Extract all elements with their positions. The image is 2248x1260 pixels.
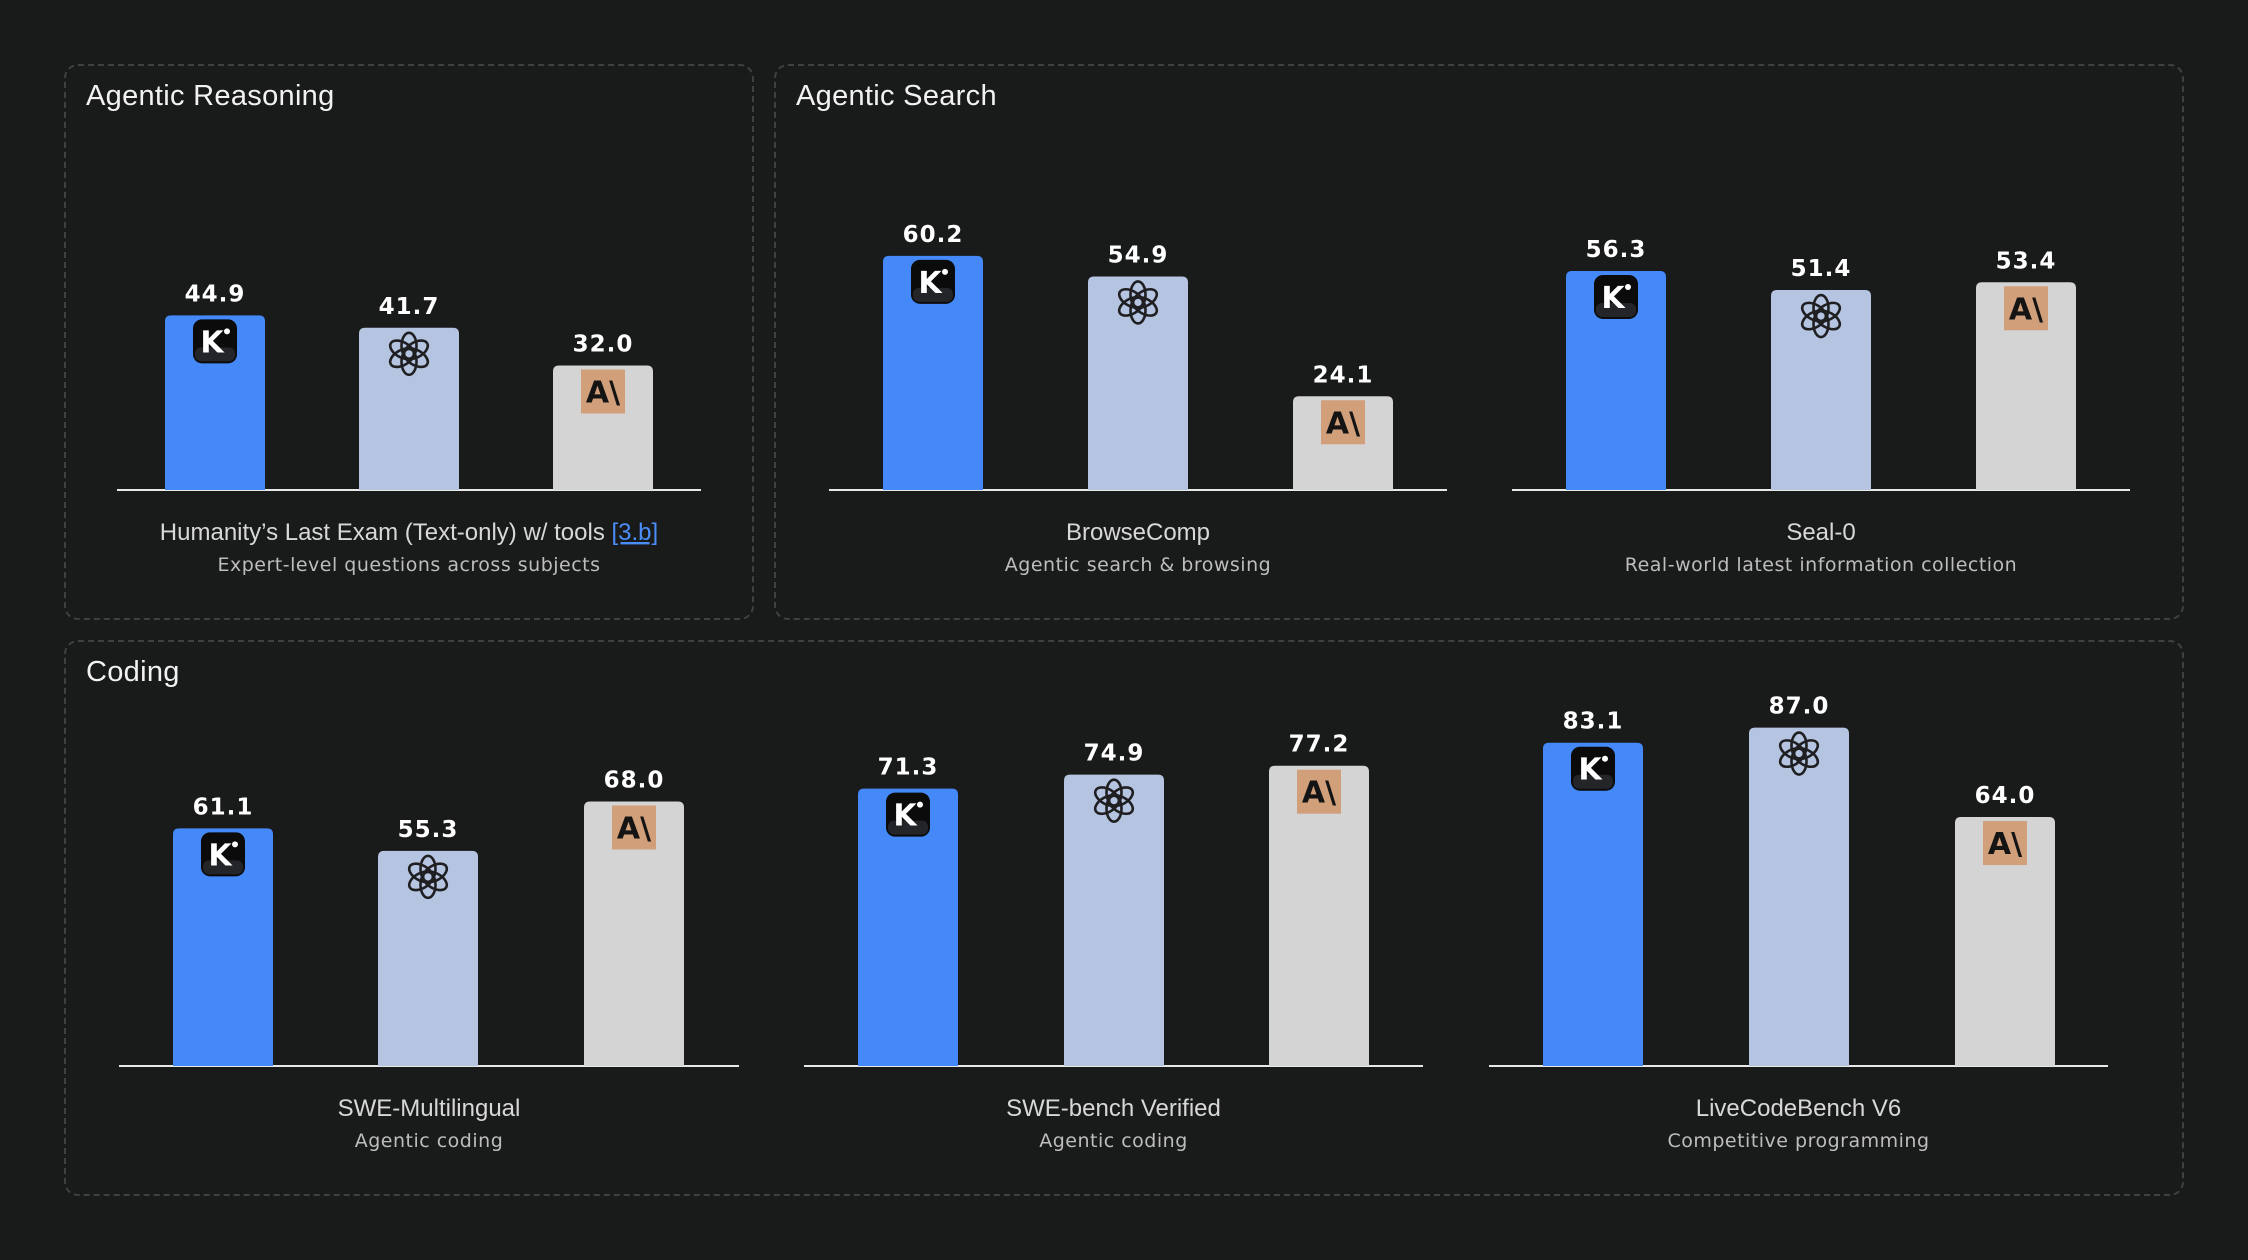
anthropic-logo-icon: A\	[2004, 286, 2048, 331]
bar-kimi	[173, 828, 273, 1066]
svg-text:K: K	[918, 266, 943, 301]
benchmark-chart: 44.9 K 41.7 32.0 A\ Humanity’s Last Exam (Tex…	[117, 281, 701, 576]
benchmark-chart: 60.2 K 54.9 24.1 A\ BrowseComp Agentic search …	[829, 222, 1447, 576]
svg-text:A\: A\	[1302, 776, 1336, 811]
openai-logo-icon	[1117, 280, 1159, 325]
anthropic-logo-icon: A\	[1983, 821, 2027, 866]
bar-kimi	[165, 315, 265, 490]
data-label: 60.2	[903, 222, 964, 248]
bar-anthropic	[584, 801, 684, 1066]
kimi-logo-icon: K	[886, 792, 930, 837]
kimi-logo-icon: K	[193, 319, 237, 364]
panel-title: Coding	[86, 656, 180, 688]
panel-agentic-reasoning: Agentic Reasoning	[64, 64, 754, 620]
bar-openai	[1771, 290, 1871, 490]
svg-text:K: K	[1601, 281, 1626, 316]
benchmark-title: LiveCodeBench V6	[1696, 1095, 1901, 1122]
benchmark-title: Humanity’s Last Exam (Text-only) w/ tool…	[160, 519, 658, 546]
benchmark-subtitle: Agentic coding	[1039, 1130, 1188, 1152]
anthropic-logo-icon: A\	[1321, 400, 1365, 445]
data-label: 64.0	[1975, 783, 2036, 809]
data-label: 56.3	[1586, 237, 1647, 263]
benchmark-chart: 71.3 K 74.9 77.2 A\ SWE-bench Verified Agentic…	[804, 732, 1423, 1152]
panel-agentic-search: Agentic Search	[774, 64, 2184, 620]
benchmark-subtitle: Agentic coding	[355, 1130, 504, 1152]
data-label: 71.3	[878, 755, 939, 781]
data-label: 68.0	[604, 767, 665, 793]
benchmark-subtitle: Real-world latest information collection	[1625, 554, 2017, 576]
anthropic-logo-icon: A\	[1297, 769, 1341, 814]
benchmark-title: BrowseComp	[1066, 519, 1210, 546]
svg-text:K: K	[200, 325, 225, 360]
data-label: 77.2	[1289, 732, 1350, 758]
kimi-logo-icon: K	[1571, 746, 1615, 791]
benchmark-chart: 56.3 K 51.4 53.4 A\ Seal-0 Real-world latest i…	[1512, 237, 2130, 576]
openai-logo-icon	[388, 331, 430, 377]
anthropic-logo-icon: A\	[581, 369, 625, 414]
benchmark-chart: 83.1 K 87.0 64.0 A\ LiveCodeBench V6 Competiti…	[1489, 694, 2108, 1152]
svg-text:A\: A\	[1326, 406, 1360, 441]
data-label: 51.4	[1791, 256, 1852, 282]
panel-title: Agentic Reasoning	[86, 80, 335, 112]
kimi-logo-icon: K	[201, 832, 245, 877]
data-label: 54.9	[1108, 242, 1169, 268]
kimi-logo-icon: K	[911, 259, 955, 304]
bar-anthropic	[1976, 282, 2076, 490]
bar-kimi	[1543, 742, 1643, 1066]
anthropic-logo-icon: A\	[612, 805, 656, 850]
svg-text:A\: A\	[586, 376, 620, 411]
bar-openai	[359, 327, 459, 490]
benchmark-chart: 61.1 K 55.3 68.0 A\ SWE-Multilingual Agentic c…	[119, 767, 739, 1152]
svg-text:K: K	[1578, 753, 1603, 788]
benchmark-subtitle: Competitive programming	[1667, 1130, 1929, 1152]
data-label: 55.3	[398, 817, 459, 843]
kimi-logo-icon: K	[1594, 274, 1638, 319]
benchmark-title: SWE-bench Verified	[1006, 1095, 1221, 1122]
benchmark-title: SWE-Multilingual	[338, 1095, 521, 1122]
benchmark-title: Seal-0	[1786, 519, 1855, 546]
openai-logo-icon	[1778, 731, 1820, 776]
bar-kimi	[1566, 270, 1666, 490]
bar-anthropic	[553, 365, 653, 490]
svg-text:A\: A\	[1988, 827, 2022, 862]
svg-text:A\: A\	[2009, 292, 2043, 327]
svg-text:K: K	[893, 799, 918, 834]
svg-text:K: K	[208, 838, 233, 873]
openai-logo-icon	[407, 854, 449, 900]
data-label: 24.1	[1313, 362, 1374, 388]
bar-openai	[1088, 276, 1188, 490]
data-label: 83.1	[1563, 709, 1624, 735]
panel-coding: Coding	[64, 640, 2184, 1196]
data-label: 41.7	[379, 294, 440, 320]
bar-openai	[1064, 774, 1164, 1066]
openai-logo-icon	[1800, 293, 1842, 339]
benchmark-subtitle: Expert-level questions across subjects	[217, 554, 600, 576]
svg-text:A\: A\	[617, 811, 651, 846]
data-label: 32.0	[573, 332, 634, 358]
bar-anthropic	[1269, 765, 1369, 1066]
reference-link[interactable]: [3.b]	[612, 519, 659, 546]
data-label: 44.9	[185, 281, 246, 307]
bar-kimi	[883, 255, 983, 490]
openai-logo-icon	[1093, 778, 1135, 823]
data-label: 87.0	[1769, 694, 1830, 720]
panel-title: Agentic Search	[796, 80, 997, 112]
data-label: 74.9	[1084, 741, 1145, 767]
bar-openai	[1749, 727, 1849, 1066]
data-label: 61.1	[193, 794, 254, 820]
bar-kimi	[858, 788, 958, 1066]
data-label: 53.4	[1996, 248, 2057, 274]
bar-anthropic	[1955, 817, 2055, 1066]
bar-openai	[378, 850, 478, 1066]
benchmark-subtitle: Agentic search & browsing	[1005, 554, 1271, 576]
